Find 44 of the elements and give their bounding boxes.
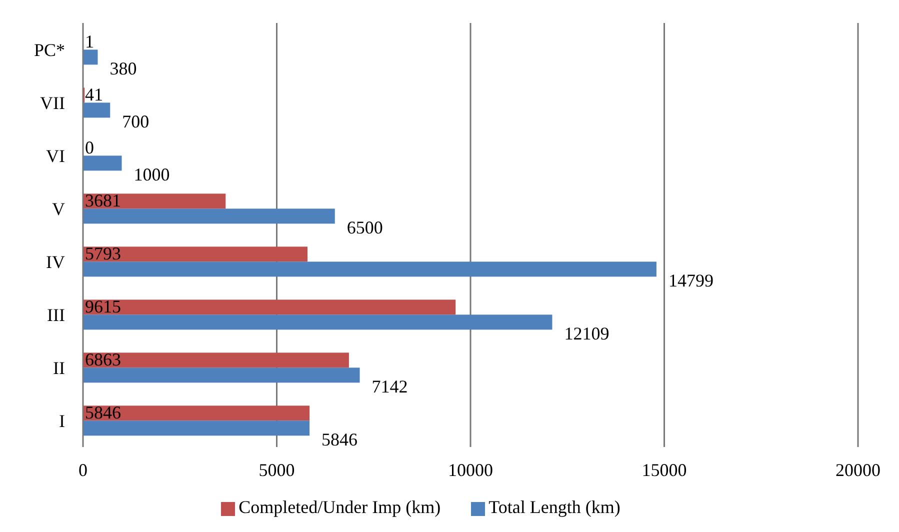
bar [83,262,656,277]
y-tick-label: III [47,304,66,325]
data-label: 1000 [134,164,170,185]
data-label: 6500 [346,218,383,238]
data-label: 0 [85,138,94,158]
legend-label: Total Length (km) [488,497,620,517]
data-label: 41 [85,84,103,105]
bar [83,246,308,262]
x-tick-label: 10000 [448,460,493,480]
bar [83,156,122,171]
y-tick-label: PC* [34,40,65,60]
bar [83,194,226,209]
bar [83,50,98,65]
y-tick-label: I [59,410,65,431]
bar [83,420,310,436]
legend-label: Completed/Under Imp (km) [238,497,441,517]
x-tick-label: 15000 [642,460,687,480]
y-tick-label: II [53,358,65,378]
data-label: 1 [85,32,94,52]
y-tick-label: V [52,198,65,219]
data-label: 9615 [85,296,121,317]
y-tick-label: IV [46,252,65,272]
data-label: 380 [110,58,137,79]
data-label: 5846 [322,430,358,450]
y-tick-label: VII [40,92,65,113]
bar [83,368,360,383]
data-label: 3681 [85,190,121,211]
bar [83,352,349,368]
data-label: 12109 [564,324,610,344]
x-tick-label: 5000 [258,460,295,480]
bar [83,102,110,118]
x-tick-label: 20000 [836,460,880,480]
bar [83,300,456,315]
data-label: 14799 [668,270,714,291]
bar [83,208,335,224]
y-tick-label: VI [46,146,65,166]
data-label: 700 [122,112,150,132]
bar [83,406,310,421]
data-label: 5846 [85,402,121,423]
data-label: 5793 [85,244,121,264]
data-label: 7142 [372,376,408,397]
x-tick-label: 0 [78,460,88,480]
bar [83,314,552,330]
data-label: 6863 [85,350,121,370]
